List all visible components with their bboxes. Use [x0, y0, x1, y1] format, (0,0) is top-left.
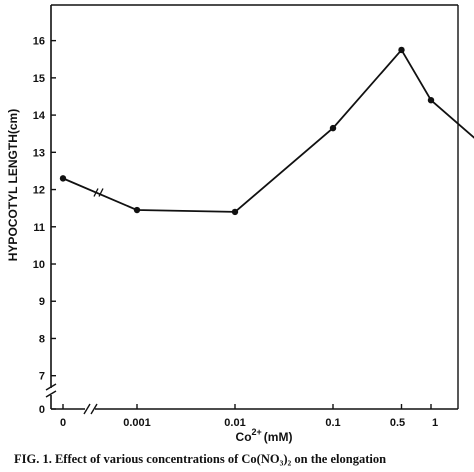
x-axis-title-unit: (mM)	[264, 430, 293, 444]
data-point	[427, 96, 435, 104]
y-axis-break-mark	[45, 383, 57, 391]
plot-frame	[50, 4, 459, 410]
x-tick-label: 0.001	[123, 417, 151, 429]
x-tick-label: 0.1	[325, 417, 340, 429]
data-point	[329, 124, 337, 132]
y-tick-label: 10	[33, 259, 45, 271]
x-tick-label: 0	[60, 417, 66, 429]
x-axis-break-mark	[83, 403, 91, 415]
x-tick-label: 0.01	[224, 417, 245, 429]
y-axis-title: HYPOCOTYL LENGTH(cm)	[6, 109, 20, 261]
figure-caption: FIG. 1. Effect of various concentrations…	[14, 452, 387, 466]
y-tick-label: 15	[33, 73, 45, 85]
x-axis-break-mark	[90, 403, 98, 415]
x-tick-label: 0.5	[390, 417, 405, 429]
y-axis-break-mark	[45, 390, 57, 398]
y-tick-label: 8	[39, 333, 45, 345]
data-point	[231, 208, 239, 216]
y-tick-label: 0	[39, 404, 45, 416]
x-axis-title-main: Co	[236, 430, 252, 444]
y-tick-label: 12	[33, 185, 45, 197]
y-tick-label: 11	[33, 222, 45, 234]
data-series	[59, 46, 474, 216]
x-axis-title: Co2+ (mM)	[236, 427, 293, 444]
data-point	[59, 175, 67, 182]
data-point	[398, 46, 405, 54]
x-axis-title-superscript: 2+	[252, 427, 262, 437]
x-tick-label: 1	[432, 417, 438, 429]
axis-breaks	[45, 383, 98, 415]
y-tick-label: 14	[33, 110, 46, 122]
y-tick-label: 13	[33, 147, 45, 159]
y-tick-label: 16	[33, 36, 45, 48]
y-axis-ticks: 0 7 8 9 10 11 12 13 14 15 16	[33, 36, 56, 416]
y-tick-label: 9	[39, 296, 45, 308]
y-tick-label: 7	[39, 371, 45, 383]
series-break-mark	[98, 188, 104, 197]
series-break-mark	[93, 188, 99, 197]
series-line	[62, 49, 474, 213]
data-point	[133, 206, 141, 214]
